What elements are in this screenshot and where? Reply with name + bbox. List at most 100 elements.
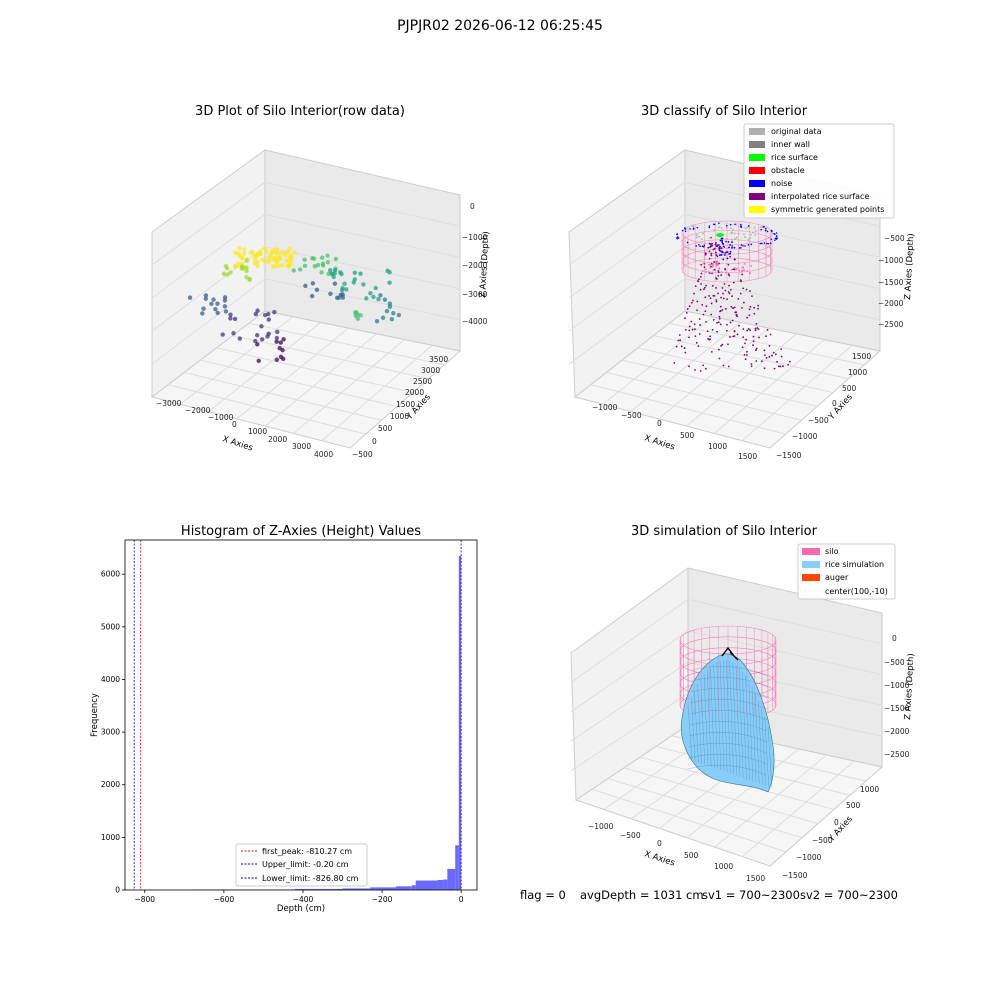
interpolated-point [720, 344, 722, 347]
interpolated-point [727, 343, 729, 346]
interpolated-point [729, 255, 732, 258]
original-point [718, 226, 720, 229]
scatter-point [260, 257, 265, 263]
noise-point [727, 240, 730, 243]
legend-label: silo [825, 547, 839, 556]
hist-ytick-label: 6000 [101, 570, 120, 579]
interpolated-point [764, 354, 766, 357]
grid-line [236, 327, 349, 420]
p2-ztick: −500 [884, 234, 905, 243]
noise-point [738, 247, 741, 249]
noise-point [719, 239, 722, 242]
original-point [754, 234, 757, 236]
noise-point [773, 239, 776, 241]
legend-swatch-symmetric [749, 206, 765, 213]
noise-point [722, 251, 724, 254]
hist-bar [295, 888, 343, 890]
interpolated-point [760, 360, 763, 363]
noise-point [718, 247, 720, 250]
p2-ytick: 500 [842, 384, 857, 393]
interpolated-point [763, 367, 766, 370]
silo-point [730, 269, 733, 271]
interpolated-point [683, 347, 686, 349]
scatter-point [371, 294, 376, 300]
legend-swatch-original [749, 128, 765, 135]
noise-point [719, 245, 721, 248]
hist-bar [411, 885, 416, 890]
p2-ytick: −1500 [776, 451, 802, 460]
noise-point [775, 237, 777, 240]
scatter-point [344, 287, 349, 292]
scatter-point [368, 291, 373, 296]
interpolated-point [742, 328, 745, 330]
noise-point [698, 243, 700, 246]
scatter-point [310, 256, 315, 261]
scatter-point [266, 311, 271, 317]
scatter-point [203, 293, 209, 298]
p2-ztick: −2500 [878, 320, 904, 329]
interpolated-point [684, 328, 687, 331]
interpolated-point [700, 272, 703, 275]
scatter-point [285, 250, 291, 255]
noise-point [740, 223, 742, 226]
scatter-point [274, 250, 279, 255]
interpolated-point [755, 360, 758, 362]
original-point [725, 226, 728, 229]
scatter-point [271, 264, 276, 269]
interpolated-point [743, 353, 746, 356]
scatter-point [239, 266, 244, 271]
grid-line [606, 371, 802, 421]
p2-ytick: −1000 [792, 432, 818, 441]
interpolated-point [694, 328, 696, 331]
scatter-point [200, 311, 205, 316]
noise-point [677, 237, 680, 239]
interpolated-point [751, 295, 753, 298]
rice-mesh-line [707, 669, 712, 767]
noise-point [740, 244, 743, 246]
interpolated-point [724, 289, 727, 292]
interpolated-point [718, 317, 721, 320]
scatter-point [303, 283, 308, 289]
interpolated-point [712, 248, 715, 251]
noise-point [731, 245, 733, 247]
interpolated-point [768, 356, 771, 358]
interpolated-point [675, 345, 678, 348]
p4-ytick: 0 [834, 818, 839, 827]
interpolated-point [713, 261, 716, 263]
grid-line [293, 339, 405, 434]
p4-xlabel: X Axies [643, 849, 676, 868]
interpolated-point [724, 268, 726, 270]
interpolated-point [725, 307, 727, 310]
legend-label: rice simulation [825, 560, 884, 569]
hist-bar [437, 880, 444, 890]
interpolated-point [710, 351, 713, 353]
scatter-point [187, 295, 193, 300]
interpolated-point [726, 323, 728, 326]
scatter-point [310, 281, 316, 286]
interpolated-point [743, 301, 745, 304]
rice-mesh-line [691, 677, 768, 688]
interpolated-point [730, 305, 733, 308]
interpolated-point [707, 246, 710, 249]
p4-ytick: 1000 [860, 785, 879, 794]
original-point [720, 227, 723, 229]
grid-line [570, 693, 689, 772]
interpolated-point [710, 254, 713, 257]
interpolated-point [706, 330, 709, 333]
grid-line [630, 322, 742, 412]
noise-point [708, 225, 711, 227]
grid-line [568, 246, 686, 332]
noise-point [740, 246, 742, 249]
interpolated-point [729, 289, 732, 291]
sv2-text: sv2 = 700~2300 [800, 888, 898, 902]
rice-mesh-line [735, 664, 741, 777]
grid-line [264, 278, 461, 321]
p1-xtick: 2000 [268, 435, 287, 444]
scatter-point [387, 270, 392, 275]
scatter-point [280, 263, 285, 268]
interpolated-point [694, 335, 697, 338]
p1-ztick: −1000 [462, 233, 488, 242]
panel3-title: Histogram of Z-Axies (Height) Values [180, 524, 422, 539]
interpolated-point [765, 335, 767, 338]
interpolated-point [733, 330, 736, 332]
